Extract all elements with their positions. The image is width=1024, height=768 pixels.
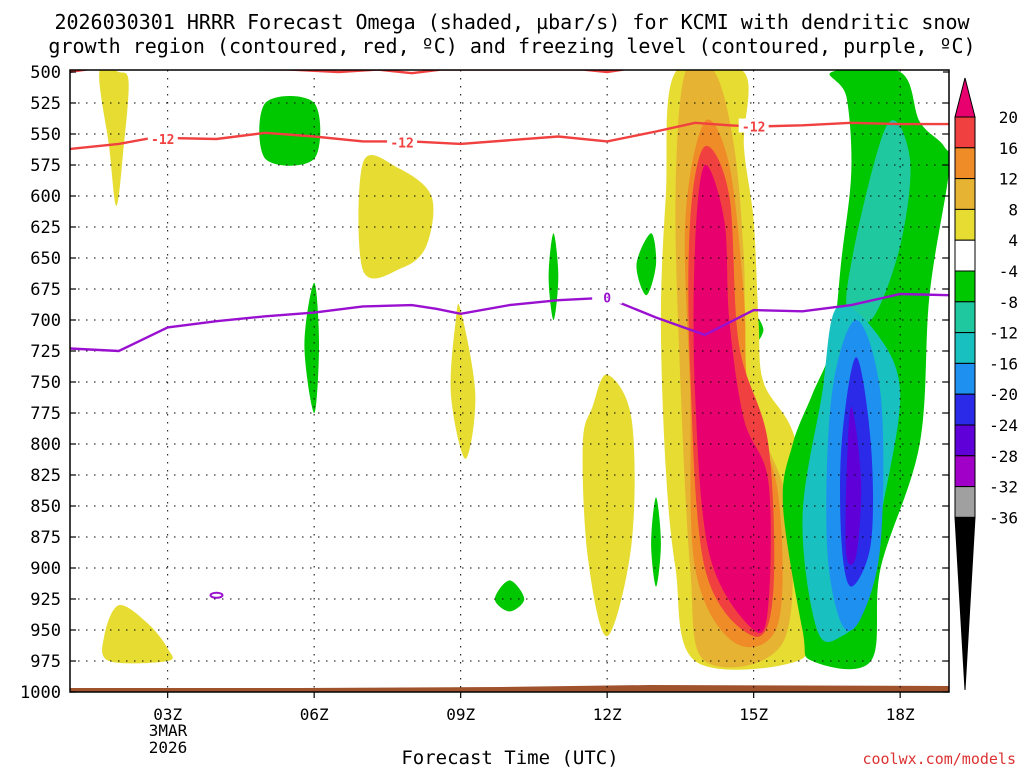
colorbar-segment-1 (954, 147, 976, 180)
y-tick-label-850: 850 (30, 497, 61, 517)
x-tick-label-09Z: 09Z (446, 705, 475, 724)
y-tick-label-1000: 1000 (20, 683, 61, 703)
y-tick-label-750: 750 (30, 373, 61, 393)
colorbar-label-4: 4 (1008, 231, 1018, 250)
dgz-label-2-bg (387, 134, 418, 149)
y-tick-label-875: 875 (30, 528, 61, 548)
x-tick-label-12Z: 12Z (593, 705, 622, 724)
descent-layer-5 (845, 406, 862, 565)
y-tick-label-925: 925 (30, 590, 61, 610)
colorbar-segment-4 (954, 239, 976, 272)
y-tick-label-500: 500 (30, 63, 61, 83)
x-axis: 03Z 06Z 09Z 12Z 15Z 18Z (153, 692, 915, 724)
y-tick-label-725: 725 (30, 342, 61, 362)
freezing-level-small-loop (209, 591, 224, 599)
omega-region-8 (636, 233, 657, 296)
date-label-month: 3MAR (149, 721, 188, 740)
dgz-label-1-bg (147, 130, 178, 145)
y-tick-label-950: 950 (30, 621, 61, 641)
y-axis: 500 525 550 575 600 625 650 675 700 725 750 775 800 8… (20, 63, 949, 703)
colorbar-label--8: -8 (999, 293, 1018, 312)
colorbar-min-triangle (954, 516, 976, 691)
colorbar-segment-11 (954, 455, 976, 488)
colorbar-label--16: -16 (989, 354, 1018, 373)
freezing-label-bg (592, 289, 623, 304)
descent-layer-1 (846, 120, 911, 325)
credit-text: coolwx.com/models (862, 750, 1016, 768)
colorbar-segment-12 (954, 486, 976, 518)
dgz-label-3-bg (738, 118, 769, 133)
y-tick-label-550: 550 (30, 125, 61, 145)
colorbar-label--12: -12 (989, 324, 1018, 343)
colorbar-segment-10 (954, 424, 976, 457)
y-tick-label-525: 525 (30, 94, 61, 114)
chart-title-line-2: growth region (contoured, red, ºC) and f… (48, 34, 975, 58)
colorbar-label--4: -4 (999, 262, 1018, 281)
y-tick-label-775: 775 (30, 404, 61, 424)
colorbar-segment-3 (954, 208, 976, 241)
omega-region-2 (450, 304, 476, 459)
omega-region-1 (358, 154, 434, 279)
colorbar-label--28: -28 (989, 447, 1018, 466)
y-tick-label-900: 900 (30, 559, 61, 579)
omega-region-5 (259, 96, 321, 166)
colorbar-label-20: 20 (999, 108, 1018, 127)
omega-region-0 (99, 70, 129, 206)
y-tick-label-650: 650 (30, 249, 61, 269)
colorbar-label--20: -20 (989, 385, 1018, 404)
x-axis-title: Forecast Time (UTC) (401, 747, 618, 768)
omega-region-4 (582, 374, 635, 637)
x-tick-label-06Z: 06Z (300, 705, 329, 724)
colorbar-segment-5 (954, 270, 976, 303)
colorbar-label--36: -36 (989, 508, 1018, 527)
x-tick-label-18Z: 18Z (886, 705, 915, 724)
omega-region-7 (548, 233, 559, 320)
plot-area: -12 -12 -12 0 (70, 70, 949, 692)
x-tick-label-03Z: 03Z (153, 705, 182, 724)
colorbar-segment-2 (954, 178, 976, 210)
colorbar-label-16: 16 (999, 139, 1018, 158)
dgz-lower-contour (70, 121, 949, 151)
freezing-label: 0 (603, 292, 611, 307)
omega-region-10 (494, 580, 525, 612)
colorbar-label-8: 8 (1008, 200, 1018, 219)
omega-shading (70, 70, 949, 692)
colorbar-segment-8 (954, 362, 976, 395)
omega-region-3 (102, 604, 173, 664)
updraft-layer-4 (693, 164, 771, 634)
colorbar-segment-9 (954, 393, 976, 426)
omega-region-6 (304, 282, 319, 413)
y-tick-label-800: 800 (30, 435, 61, 455)
colorbar-segment-0 (954, 116, 976, 149)
y-tick-label-700: 700 (30, 311, 61, 331)
freezing-level-contour (70, 292, 949, 353)
chart-title-line-1: 2026030301 HRRR Forecast Omega (shaded, … (54, 10, 970, 34)
y-tick-label-675: 675 (30, 280, 61, 300)
colorbar: 20 16 12 8 4 -4 -8 -12 -16 -20 -24 -28 -32 -36 (954, 77, 1018, 691)
colorbar-label--32: -32 (989, 478, 1018, 497)
y-tick-label-825: 825 (30, 466, 61, 486)
y-tick-label-575: 575 (30, 156, 61, 176)
y-tick-label-625: 625 (30, 218, 61, 238)
y-tick-label-600: 600 (30, 187, 61, 207)
dgz-label-3: -12 (742, 121, 765, 136)
surface-band (70, 685, 949, 692)
date-label-year: 2026 (149, 738, 188, 757)
dgz-label-1: -12 (151, 133, 174, 148)
colorbar-label-12: 12 (999, 170, 1018, 189)
x-tick-label-15Z: 15Z (739, 705, 768, 724)
omega-region-9 (651, 497, 661, 587)
colorbar-segment-6 (954, 301, 976, 334)
colorbar-segment-7 (954, 332, 976, 364)
dgz-label-2: -12 (390, 137, 413, 152)
y-tick-label-975: 975 (30, 652, 61, 672)
colorbar-label--24: -24 (989, 416, 1018, 435)
plot-frame (69, 69, 950, 693)
